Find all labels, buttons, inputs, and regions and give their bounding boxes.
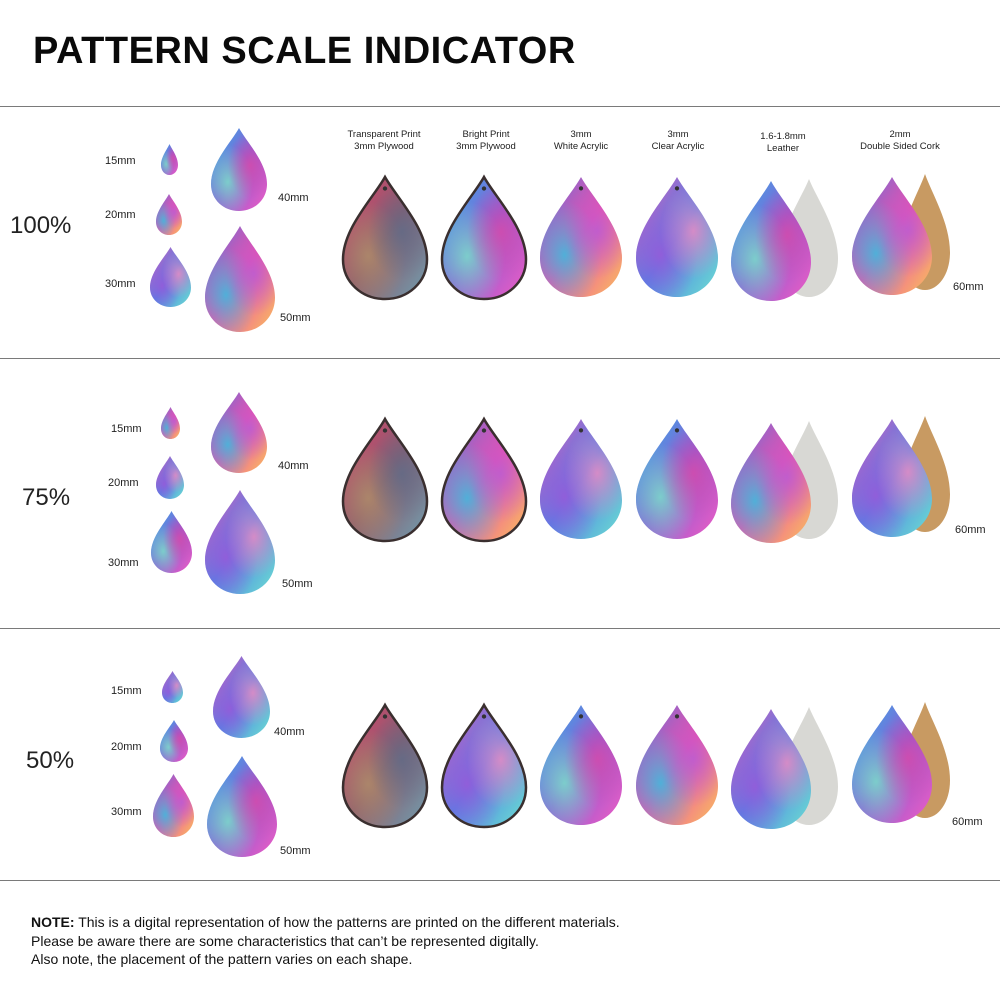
size-label-20mm: 20mm — [111, 741, 142, 753]
size-label-30mm: 30mm — [111, 806, 142, 818]
size-label-15mm: 15mm — [111, 685, 142, 697]
swatch-cork — [852, 177, 932, 295]
size-label-60mm: 60mm — [955, 524, 986, 536]
size-label-60mm: 60mm — [952, 816, 983, 828]
size-label-20mm: 20mm — [105, 209, 136, 221]
swatch-white-acrylic — [540, 419, 622, 539]
swatch-white-acrylic — [540, 177, 622, 297]
size-label-30mm: 30mm — [105, 278, 136, 290]
small-size-swatch — [161, 144, 178, 175]
note-label: NOTE: — [31, 914, 75, 930]
divider — [0, 358, 1000, 359]
swatch-leather — [731, 709, 811, 829]
size-label-40mm: 40mm — [274, 726, 305, 738]
small-size-swatch — [150, 247, 191, 307]
material-header-white-acrylic: 3mm White Acrylic — [553, 129, 609, 152]
swatch-bright-plywood — [440, 174, 528, 301]
small-size-swatch — [156, 194, 182, 235]
small-size-swatch — [151, 511, 192, 573]
scale-section-50: 50% 15mm 20mm 30mm 40mm 50mm 60mm — [0, 628, 1000, 880]
small-size-swatch — [211, 128, 267, 211]
material-header-transparent-plywood: Transparent Print 3mm Plywood — [347, 129, 421, 152]
divider — [0, 106, 1000, 107]
small-size-swatch — [156, 456, 184, 499]
size-label-20mm: 20mm — [108, 477, 139, 489]
swatch-white-acrylic — [540, 705, 622, 825]
swatch-clear-acrylic — [636, 177, 718, 297]
small-size-swatch — [160, 720, 188, 762]
material-header-leather: 1.6-1.8mm Leather — [760, 131, 806, 154]
material-header-bright-plywood: Bright Print 3mm Plywood — [456, 129, 516, 152]
size-label-60mm: 60mm — [953, 281, 984, 293]
size-label-15mm: 15mm — [111, 423, 142, 435]
size-label-15mm: 15mm — [105, 155, 136, 167]
small-size-swatch — [207, 756, 277, 857]
swatch-clear-acrylic — [636, 419, 718, 539]
swatch-bright-plywood — [440, 416, 528, 543]
scale-section-100: 100% 15mm 20mm 30mm 40mm 50mm 60mm Trans… — [0, 106, 1000, 358]
size-label-50mm: 50mm — [280, 312, 311, 324]
small-size-swatch — [211, 392, 267, 473]
note-line: Please be aware there are some character… — [31, 932, 539, 949]
scale-label: 50% — [26, 747, 75, 774]
swatch-leather — [731, 423, 811, 543]
swatch-clear-acrylic — [636, 705, 718, 825]
size-label-40mm: 40mm — [278, 192, 309, 204]
divider — [0, 628, 1000, 629]
swatch-transparent-plywood — [341, 702, 429, 829]
size-label-50mm: 50mm — [282, 578, 313, 590]
swatch-transparent-plywood — [341, 174, 429, 301]
divider — [0, 880, 1000, 881]
material-header-cork: 2mm Double Sided Cork — [860, 129, 940, 152]
size-label-40mm: 40mm — [278, 460, 309, 472]
scale-label: 100% — [10, 212, 72, 239]
size-label-50mm: 50mm — [280, 845, 311, 857]
note-line: This is a digital representation of how … — [74, 914, 620, 930]
small-size-swatch — [161, 407, 180, 439]
note-line: Also note, the placement of the pattern … — [31, 951, 413, 967]
small-size-swatch — [153, 774, 194, 837]
material-header-clear-acrylic: 3mm Clear Acrylic — [651, 129, 705, 152]
small-size-swatch — [162, 671, 183, 703]
size-label-30mm: 30mm — [108, 557, 139, 569]
footer-note: NOTE: This is a digital representation o… — [31, 913, 620, 969]
swatch-bright-plywood — [440, 702, 528, 829]
swatch-cork — [852, 705, 932, 823]
scale-section-75: 75% 15mm 20mm 30mm 40mm 50mm 60mm — [0, 358, 1000, 628]
small-size-swatch — [213, 656, 270, 738]
swatch-leather — [731, 181, 811, 301]
page-title: PATTERN SCALE INDICATOR — [33, 30, 576, 72]
small-size-swatch — [205, 490, 275, 594]
swatch-cork — [852, 419, 932, 537]
small-size-swatch — [205, 226, 275, 332]
swatch-transparent-plywood — [341, 416, 429, 543]
scale-label: 75% — [22, 484, 71, 511]
